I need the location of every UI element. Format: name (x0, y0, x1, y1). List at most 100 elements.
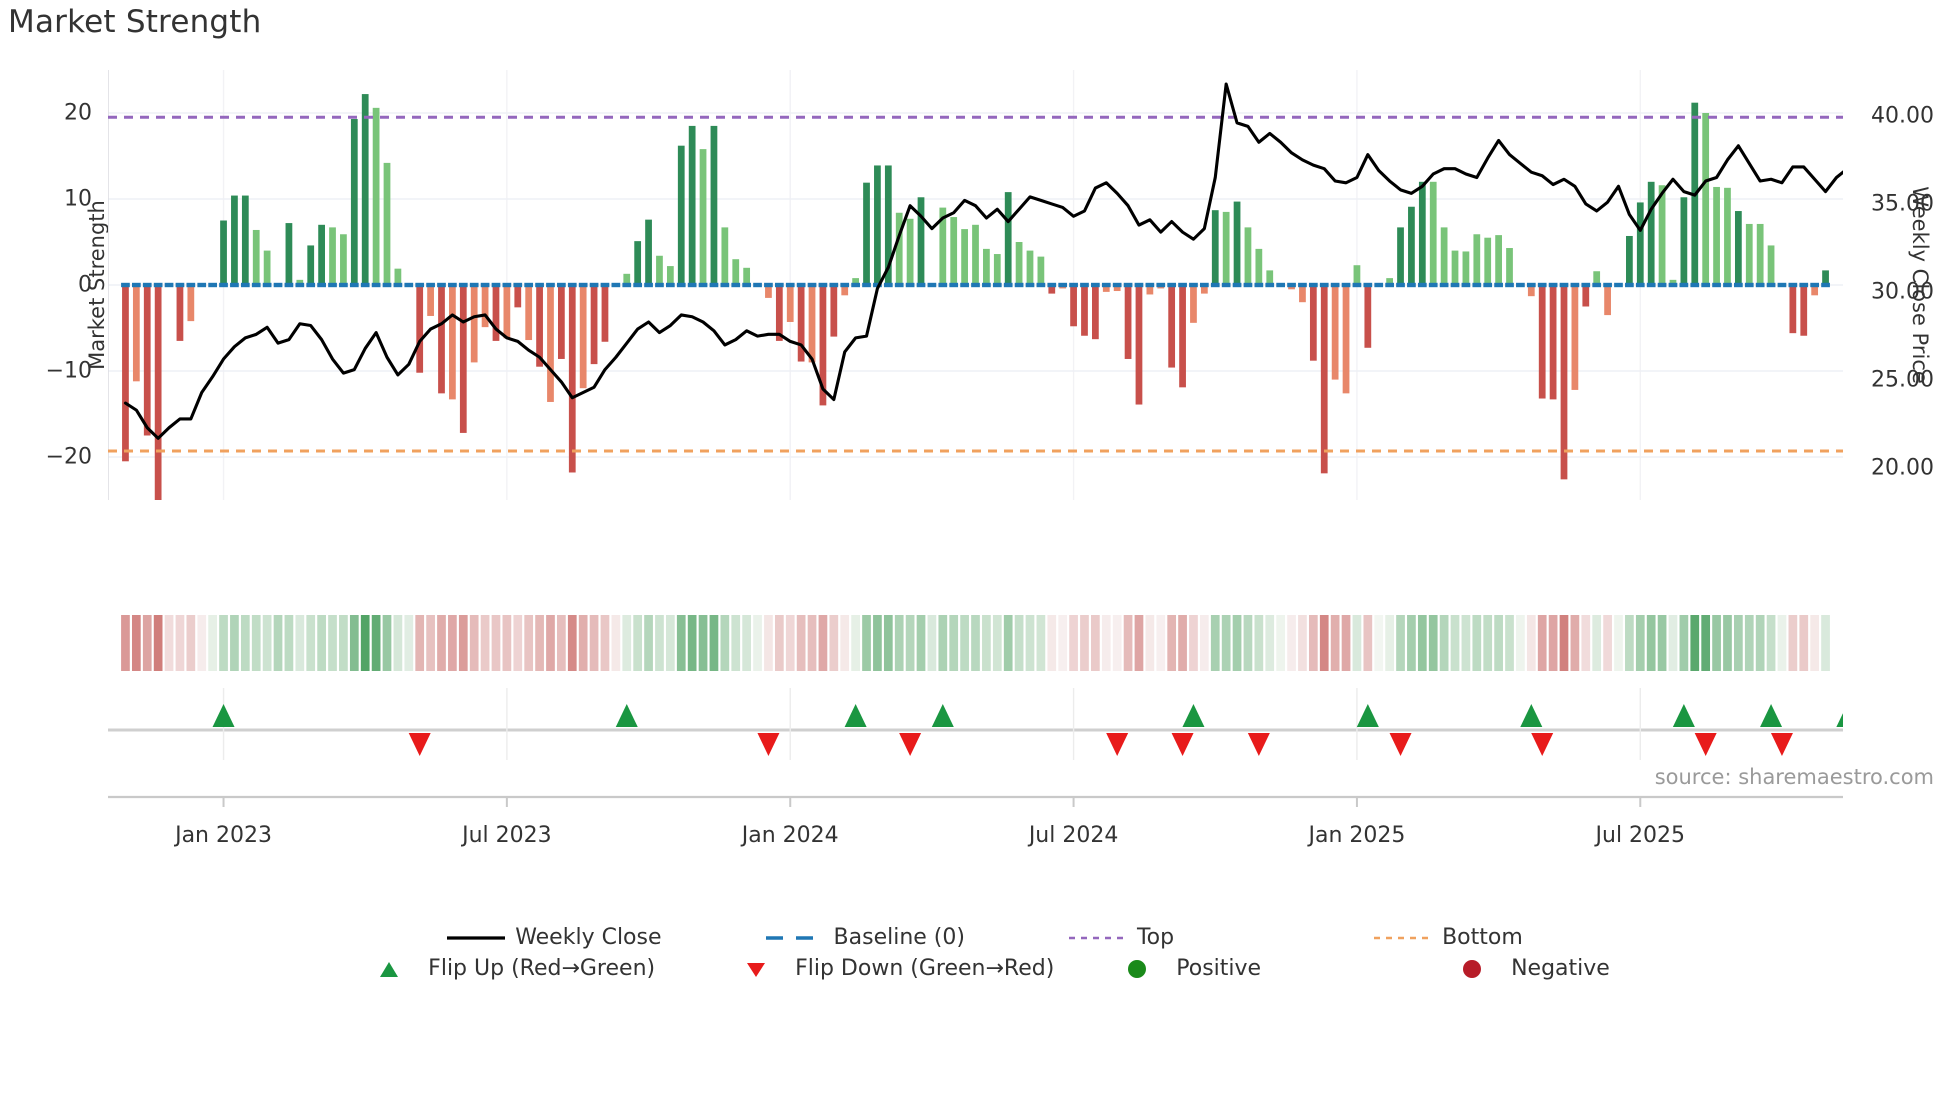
heatstrip-cell (644, 615, 653, 671)
flip-down-marker (1171, 733, 1194, 756)
y-tick-left: −10 (45, 358, 92, 384)
heatstrip-cell (1581, 615, 1591, 671)
legend-label: Weekly Close (515, 925, 662, 950)
legend-item-flip-up[interactable]: Flip Up (Red→Green) (350, 956, 655, 981)
strength-bar (1571, 285, 1579, 390)
heatstrip-cell (1625, 615, 1634, 671)
baseline-segment (731, 282, 741, 288)
heatstrip-cell (295, 615, 305, 671)
baseline-segment (753, 282, 762, 288)
strength-bar (645, 219, 652, 285)
heatstrip-cell (131, 615, 141, 671)
heatstrip-cell (1091, 615, 1100, 671)
flip-up-marker (931, 704, 954, 727)
flip-down-marker (1694, 733, 1717, 756)
legend-item-bottom[interactable]: Bottom (1364, 925, 1523, 950)
heatstrip-cell (1308, 615, 1318, 671)
heatstrip-cell (458, 615, 468, 671)
baseline-segment (1363, 282, 1373, 288)
heatstrip-cell (1537, 615, 1547, 671)
baseline-segment (927, 282, 937, 288)
strength-bar (1233, 201, 1241, 285)
legend-item-top[interactable]: Top (1059, 925, 1174, 950)
baseline-segment (916, 282, 926, 288)
baseline-segment (1276, 282, 1286, 288)
baseline-segment (992, 282, 1002, 288)
strength-bar (1004, 192, 1012, 285)
baseline-segment (949, 282, 959, 288)
legend-item-positive[interactable]: Positive (1098, 956, 1261, 981)
heatstrip-cell (1254, 615, 1264, 671)
heatstrip-cell (1189, 615, 1198, 671)
heatstrip-cell (415, 615, 425, 671)
heatstrip-cell (546, 615, 555, 671)
legend-item-negative[interactable]: Negative (1433, 956, 1610, 981)
heatstrip-cell (1614, 615, 1623, 671)
strength-bar (481, 285, 489, 328)
flip-up-marker (844, 704, 867, 727)
baseline-segment (557, 282, 566, 288)
strength-heatstrip-panel (108, 613, 1843, 673)
strength-bar (307, 245, 315, 285)
flip-down-marker (1389, 733, 1412, 756)
heatstrip-cell (262, 615, 272, 671)
heatstrip-cell (469, 615, 479, 671)
heatstrip-cell (1058, 615, 1068, 671)
strength-bar (993, 254, 1001, 285)
legend-item-flip-down[interactable]: Flip Down (Green→Red) (717, 956, 1054, 981)
heatstrip-cell (197, 615, 207, 671)
heatstrip-cell (971, 615, 980, 671)
heatstrip-cell (709, 615, 719, 671)
strength-bar (590, 285, 598, 365)
baseline-segment (764, 282, 773, 288)
heatstrip-cell (1570, 615, 1580, 671)
flip-up-marker (1182, 704, 1205, 727)
heatstrip-cell (240, 615, 250, 671)
legend-item-weekly-close[interactable]: Weekly Close (437, 925, 662, 950)
heatstrip-cell (1265, 615, 1275, 671)
strength-bar (1364, 285, 1372, 348)
y-tick-right: 20.00 (1871, 455, 1934, 481)
heatstrip-cell (1548, 615, 1558, 671)
heatstrip-cell (851, 615, 860, 671)
baseline-segment (1777, 282, 1787, 288)
strength-bar (263, 250, 271, 285)
x-tick-label: Jan 2024 (741, 823, 839, 848)
baseline-segment (720, 282, 730, 288)
heatstrip-cell (1396, 615, 1405, 671)
baseline-segment (829, 282, 839, 288)
baseline-segment (164, 282, 174, 288)
strength-bar (1462, 251, 1470, 285)
baseline-segment (1025, 282, 1035, 288)
strength-bar (699, 149, 707, 285)
baseline-segment (1014, 282, 1024, 288)
strength-bar (1767, 245, 1775, 285)
heatstrip-cell (611, 615, 621, 671)
x-tick-label: Jan 2023 (175, 823, 272, 848)
heatstrip-cell (1679, 615, 1689, 671)
heatstrip-cell (938, 615, 948, 671)
baseline-segment (1526, 282, 1536, 288)
line-dotted-orange-icon (1364, 929, 1442, 947)
strength-bar (1190, 285, 1197, 323)
weekly-close-line (123, 82, 1843, 440)
heatstrip-cell (1428, 615, 1438, 671)
baseline-segment (1734, 282, 1743, 288)
baseline-segment (1352, 282, 1362, 288)
strength-bar (1429, 181, 1437, 285)
legend-item-baseline[interactable]: Baseline (0) (756, 925, 965, 950)
baseline-segment (360, 282, 370, 288)
strength-bar (601, 285, 609, 342)
strength-bar (634, 241, 642, 285)
strength-bar (132, 285, 140, 382)
flip-up-marker (1836, 713, 1843, 727)
baseline-segment (219, 282, 228, 288)
heatstrip-cell (687, 615, 697, 671)
baseline-segment (1003, 282, 1013, 288)
baseline-segment (676, 282, 686, 288)
baseline-segment (328, 282, 337, 288)
strength-bar (1527, 285, 1535, 297)
heatstrip-cell (1690, 615, 1700, 671)
strength-bar (438, 285, 445, 394)
heatstrip-cell (665, 615, 675, 671)
